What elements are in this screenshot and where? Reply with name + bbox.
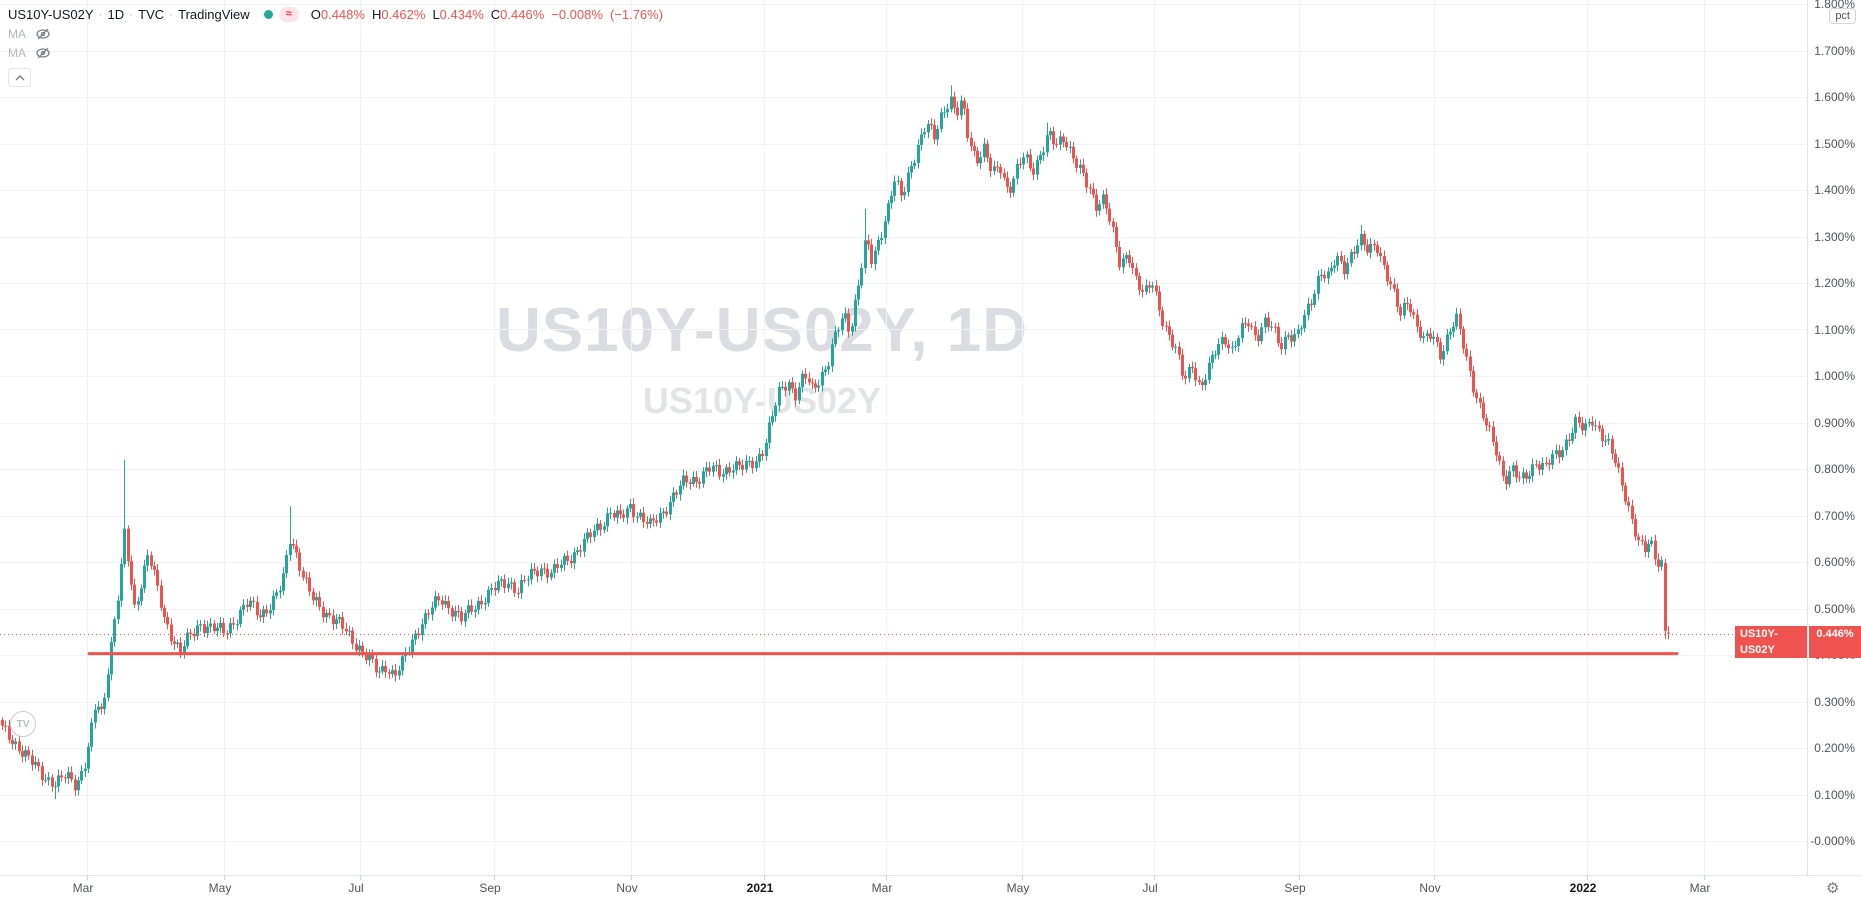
indicator-row-ma-1[interactable]: MA bbox=[8, 25, 663, 43]
market-status-icon[interactable] bbox=[263, 9, 273, 19]
open-label: O bbox=[310, 6, 321, 22]
price-tick-label: 1.100% bbox=[1814, 322, 1855, 337]
time-tick-label: Nov bbox=[616, 881, 638, 895]
close-value: 0.446% bbox=[500, 6, 545, 22]
time-tick-label: Nov bbox=[1419, 881, 1441, 895]
price-tick-label: -0.000% bbox=[1810, 834, 1855, 848]
time-tick-label: 2021 bbox=[746, 881, 774, 895]
time-tick-mark bbox=[494, 876, 495, 880]
change-value: −0.008% bbox=[551, 6, 603, 22]
chart-legend: US10Y-US02Y · 1D · TVC · TradingView ≈ O… bbox=[8, 4, 663, 87]
tradingview-logo[interactable]: TV bbox=[10, 711, 36, 737]
close-label: C bbox=[490, 6, 501, 22]
ohlc-values: O0.448% H0.462% L0.434% C0.446% −0.008% … bbox=[311, 7, 663, 22]
price-tick-label: 0.300% bbox=[1814, 694, 1855, 709]
exchange-value[interactable]: TVC bbox=[138, 6, 165, 22]
time-tick-mark bbox=[87, 876, 88, 880]
gear-icon[interactable]: ⚙ bbox=[1826, 880, 1840, 897]
chevron-up-icon bbox=[15, 74, 24, 80]
time-tick-label: 2022 bbox=[1569, 881, 1597, 895]
low-label: L bbox=[432, 6, 440, 22]
price-tick-label: 0.800% bbox=[1814, 462, 1855, 476]
time-tick-mark bbox=[224, 876, 225, 880]
symbol-title[interactable]: US10Y-US02Y bbox=[8, 6, 94, 22]
high-label: H bbox=[371, 6, 382, 22]
price-tick-label: 1.600% bbox=[1814, 90, 1855, 104]
separator: · bbox=[169, 7, 174, 21]
time-tick-mark bbox=[1154, 876, 1155, 880]
open-value: 0.448% bbox=[320, 6, 365, 22]
time-tick-mark bbox=[886, 876, 887, 880]
price-tick-label: 0.600% bbox=[1814, 555, 1855, 569]
time-tick-mark bbox=[1299, 876, 1300, 880]
change-percent-value: (−1.76%) bbox=[609, 6, 664, 22]
indicator-label: MA bbox=[8, 46, 26, 60]
price-tick-label: 1.800% bbox=[1814, 0, 1855, 11]
price-tick-label: 1.300% bbox=[1814, 229, 1855, 244]
time-tick-label: May bbox=[208, 881, 232, 895]
price-tick-label: 1.400% bbox=[1814, 183, 1855, 197]
price-tick-label: 0.500% bbox=[1814, 601, 1855, 616]
time-tick-label: Mar bbox=[871, 881, 893, 895]
symbol-row: US10Y-US02Y · 1D · TVC · TradingView ≈ O… bbox=[8, 4, 663, 24]
price-tick-label: 0.400% bbox=[1814, 648, 1855, 662]
time-tick-label: May bbox=[1006, 881, 1030, 895]
time-tick-mark bbox=[631, 876, 632, 880]
price-tick-label: 1.700% bbox=[1814, 43, 1855, 58]
high-value: 0.462% bbox=[381, 6, 426, 22]
time-tick-label: Sep bbox=[1284, 881, 1306, 895]
time-tick-label: Jul bbox=[1142, 881, 1158, 895]
time-axis[interactable]: ⚙ Mar May Jul Sep Nov 2021 Mar May Jul Sep Nov 2022… bbox=[0, 875, 1861, 905]
time-tick-label: Mar bbox=[72, 881, 94, 895]
time-tick-mark bbox=[1704, 876, 1705, 880]
time-tick-mark bbox=[360, 876, 361, 880]
time-tick-label: Jul bbox=[348, 881, 364, 895]
price-tick-label: 1.000% bbox=[1814, 369, 1855, 383]
eye-hidden-icon[interactable] bbox=[35, 27, 51, 41]
price-tick-label: 0.700% bbox=[1814, 508, 1855, 523]
indicator-label: MA bbox=[8, 27, 26, 41]
time-tick-label: Sep bbox=[479, 881, 501, 895]
price-tick-label: 0.200% bbox=[1814, 741, 1855, 755]
price-tick-label: 1.500% bbox=[1814, 136, 1855, 151]
separator: · bbox=[129, 7, 134, 21]
chart-canvas[interactable] bbox=[0, 0, 1807, 875]
price-axis[interactable]: pct 1.800% 1.700% 1.600% 1.500% 1.400% 1.300%… bbox=[1807, 0, 1861, 875]
time-tick-label: Mar bbox=[1689, 881, 1711, 895]
collapse-legend-button[interactable] bbox=[8, 68, 31, 87]
eye-hidden-icon[interactable] bbox=[35, 46, 51, 60]
price-tick-label: 0.100% bbox=[1814, 787, 1855, 802]
time-tick-mark bbox=[1587, 876, 1588, 880]
candlestick-chart bbox=[0, 0, 1807, 875]
time-tick-mark bbox=[1434, 876, 1435, 880]
indicator-row-ma-2[interactable]: MA bbox=[8, 44, 663, 62]
low-value: 0.434% bbox=[439, 6, 484, 22]
data-provider[interactable]: TradingView bbox=[178, 6, 250, 22]
price-unit-badge[interactable]: pct bbox=[1829, 8, 1856, 24]
approximate-data-icon[interactable]: ≈ bbox=[278, 6, 299, 22]
time-tick-mark bbox=[764, 876, 765, 880]
price-tick-label: 0.900% bbox=[1814, 415, 1855, 430]
price-tick-label: 1.200% bbox=[1814, 276, 1855, 290]
time-tick-mark bbox=[1022, 876, 1023, 880]
interval-value[interactable]: 1D bbox=[107, 6, 125, 22]
separator: · bbox=[98, 7, 103, 21]
